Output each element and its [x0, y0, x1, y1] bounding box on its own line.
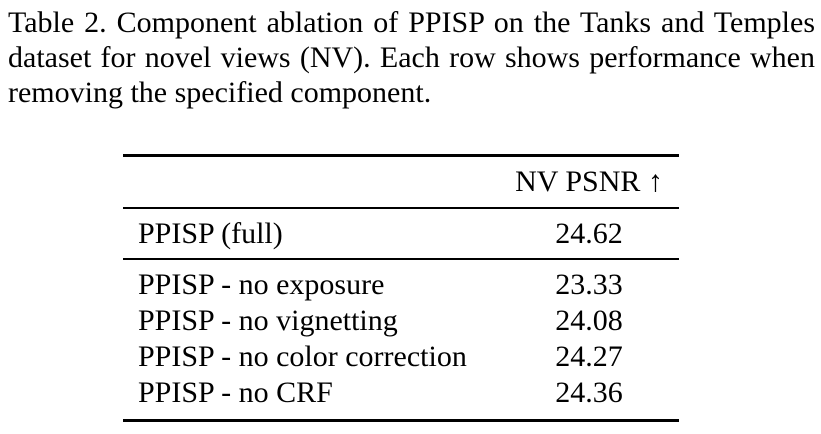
row-label: PPISP - no color correction — [138, 340, 467, 373]
header-metric-label: NV PSNR ↑ — [515, 165, 663, 198]
table-row: PPISP - no CRF 24.36 — [123, 375, 679, 411]
table-row-full-model: PPISP (full) 24.62 — [123, 209, 679, 258]
row-value: 24.08 — [555, 304, 623, 337]
table-row: PPISP - no vignetting 24.08 — [123, 303, 679, 339]
rule-below-full-row — [123, 258, 679, 260]
row-label: PPISP - no vignetting — [138, 304, 398, 337]
table-row: PPISP - no exposure 23.33 — [123, 267, 679, 303]
caption-line: removing the specified component. — [8, 76, 432, 109]
rule-below-header — [123, 207, 679, 209]
ablation-rows-block: PPISP - no exposure 23.33 PPISP - no vig… — [123, 260, 679, 419]
row-label: PPISP - no CRF — [138, 376, 333, 409]
table-caption: Table 2. Component ablation of PPISP on … — [8, 5, 815, 110]
ablation-table: NV PSNR ↑ PPISP (full) 24.62 PPISP - no … — [123, 154, 679, 422]
table-row: PPISP - no color correction 24.27 — [123, 339, 679, 375]
row-value: 23.33 — [555, 268, 623, 301]
row-label: PPISP - no exposure — [138, 268, 385, 301]
row-label: PPISP (full) — [138, 216, 283, 250]
row-value: 24.27 — [555, 340, 623, 373]
table-header-row: NV PSNR ↑ — [123, 157, 679, 207]
caption-line: Table 2. Component ablation of PPISP on … — [8, 6, 815, 39]
row-value: 24.36 — [555, 376, 623, 409]
caption-line: dataset for novel views (NV). Each row s… — [8, 41, 815, 74]
row-value: 24.62 — [555, 216, 623, 250]
